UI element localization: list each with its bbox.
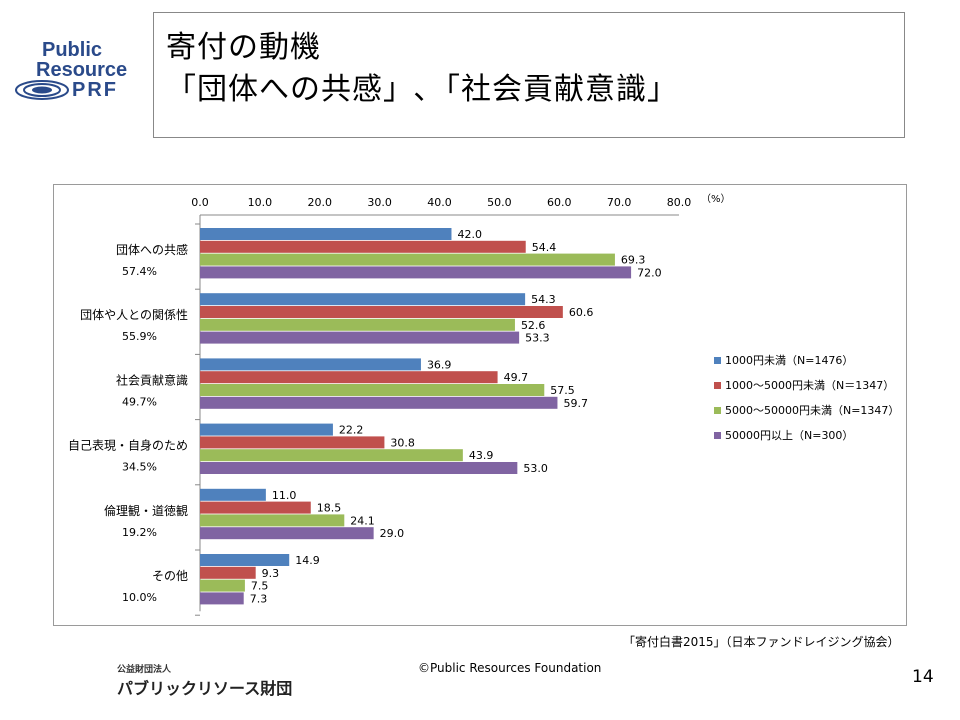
bar bbox=[200, 331, 520, 344]
bar-value-label: 57.5 bbox=[550, 384, 575, 397]
category-total-label: 19.2% bbox=[122, 526, 157, 539]
bar-value-label: 11.0 bbox=[272, 489, 297, 502]
bar bbox=[200, 240, 526, 253]
bar-value-label: 22.2 bbox=[339, 424, 364, 437]
source-citation: 「寄付白書2015」（日本ファンドレイジング協会） bbox=[623, 635, 900, 649]
bar-chart: 0.0 10.0 20.0 30.0 40.0 50.0 60.0 70.0 80.0 （%） … bbox=[68, 193, 899, 616]
chart-frame: 0.0 10.0 20.0 30.0 40.0 50.0 60.0 70.0 80.0 （%） … bbox=[53, 184, 907, 626]
x-tick-label: 20.0 bbox=[308, 196, 333, 209]
bar-value-label: 18.5 bbox=[317, 502, 342, 515]
x-tick-label: 80.0 bbox=[667, 196, 692, 209]
x-tick-label: 30.0 bbox=[367, 196, 392, 209]
logo-swirl-icon bbox=[15, 80, 69, 100]
legend-entry: 1000円未満（N=1476） bbox=[725, 354, 853, 367]
bar bbox=[200, 293, 526, 306]
bar-value-label: 36.9 bbox=[427, 358, 452, 371]
bar bbox=[200, 592, 244, 605]
org-label-large: パブリックリソース財団 bbox=[117, 679, 293, 698]
bar bbox=[200, 228, 452, 240]
legend-swatch bbox=[714, 407, 721, 414]
x-tick-label: 60.0 bbox=[547, 196, 572, 209]
page-number: 14 bbox=[912, 667, 934, 687]
bar-value-label: 72.0 bbox=[637, 266, 662, 279]
bar-value-label: 53.0 bbox=[523, 462, 548, 475]
category-total-label: 10.0% bbox=[122, 591, 157, 604]
x-tick-label: 50.0 bbox=[487, 196, 512, 209]
legend-entry: 5000～50000円未満（N=1347） bbox=[725, 404, 899, 417]
bar bbox=[200, 449, 463, 462]
x-tick-label: 70.0 bbox=[607, 196, 632, 209]
logo-text-resource: Resource bbox=[36, 59, 128, 81]
bar bbox=[200, 266, 632, 279]
category-label: その他 bbox=[152, 569, 188, 583]
page-subtitle: 「団体への共感」､「社会貢献意識」 bbox=[166, 72, 678, 107]
logo-text-prf: PRF bbox=[72, 79, 118, 101]
bar bbox=[200, 566, 256, 579]
bar bbox=[200, 527, 374, 540]
bar-value-label: 54.4 bbox=[532, 241, 557, 254]
bar-value-label: 52.6 bbox=[521, 319, 546, 332]
logo-text-public: Public bbox=[42, 39, 103, 61]
legend-swatch bbox=[714, 432, 721, 439]
bar-value-label: 30.8 bbox=[390, 436, 415, 449]
bar bbox=[200, 396, 558, 409]
bar bbox=[200, 501, 311, 514]
category-label: 団体への共感 bbox=[116, 242, 188, 257]
bar-value-label: 60.6 bbox=[569, 306, 594, 319]
category-label: 団体や人との関係性 bbox=[80, 308, 188, 322]
bar bbox=[200, 306, 563, 318]
bar bbox=[200, 462, 518, 474]
bar-value-label: 59.7 bbox=[563, 397, 588, 410]
bar bbox=[200, 384, 545, 396]
legend-swatch bbox=[714, 382, 721, 389]
copyright: ©Public Resources Foundation bbox=[418, 661, 602, 675]
page-title: 寄付の動機 bbox=[166, 30, 321, 65]
bar-value-label: 49.7 bbox=[504, 371, 529, 384]
bar-value-label: 24.1 bbox=[350, 514, 375, 527]
org-label-small: 公益財団法人 bbox=[117, 665, 172, 675]
bar bbox=[200, 318, 515, 331]
bar bbox=[200, 554, 290, 566]
category-total-label: 55.9% bbox=[122, 330, 157, 343]
bar bbox=[200, 514, 345, 527]
bar bbox=[200, 488, 266, 501]
x-tick-label: 40.0 bbox=[427, 196, 452, 209]
bar bbox=[200, 358, 421, 371]
bar bbox=[200, 371, 498, 384]
bar bbox=[200, 436, 385, 449]
legend-entry: 1000～5000円未満（N＝1347） bbox=[725, 379, 894, 392]
bar bbox=[200, 253, 615, 266]
category-total-label: 57.4% bbox=[122, 265, 157, 278]
prf-logo: Public Resource PRF bbox=[14, 40, 144, 110]
title-box: 寄付の動機 「団体への共感」､「社会貢献意識」 bbox=[153, 12, 905, 138]
bar-value-label: 7.5 bbox=[251, 580, 269, 593]
bar-value-label: 69.3 bbox=[621, 254, 646, 267]
category-label: 社会貢献意識 bbox=[116, 372, 188, 387]
bar-value-label: 54.3 bbox=[531, 293, 556, 306]
bar-value-label: 7.3 bbox=[250, 592, 267, 605]
bar-value-label: 29.0 bbox=[380, 527, 405, 540]
bar-value-label: 14.9 bbox=[295, 554, 320, 567]
legend-swatch bbox=[714, 357, 721, 364]
bar bbox=[200, 579, 245, 592]
unit-label: （%） bbox=[701, 193, 731, 205]
category-label: 倫理観・道徳観 bbox=[104, 503, 188, 518]
bar bbox=[200, 423, 333, 436]
bar-value-label: 43.9 bbox=[469, 449, 494, 462]
category-label: 自己表現・自身のため bbox=[68, 438, 188, 453]
x-tick-label: 10.0 bbox=[248, 196, 273, 209]
bar-value-label: 42.0 bbox=[457, 228, 482, 241]
bar-value-label: 9.3 bbox=[262, 567, 280, 580]
x-tick-label: 0.0 bbox=[191, 196, 209, 209]
category-total-label: 49.7% bbox=[122, 395, 157, 408]
category-total-label: 34.5% bbox=[122, 461, 157, 474]
bar-value-label: 53.3 bbox=[525, 332, 550, 345]
legend-entry: 50000円以上（N=300） bbox=[725, 429, 853, 442]
